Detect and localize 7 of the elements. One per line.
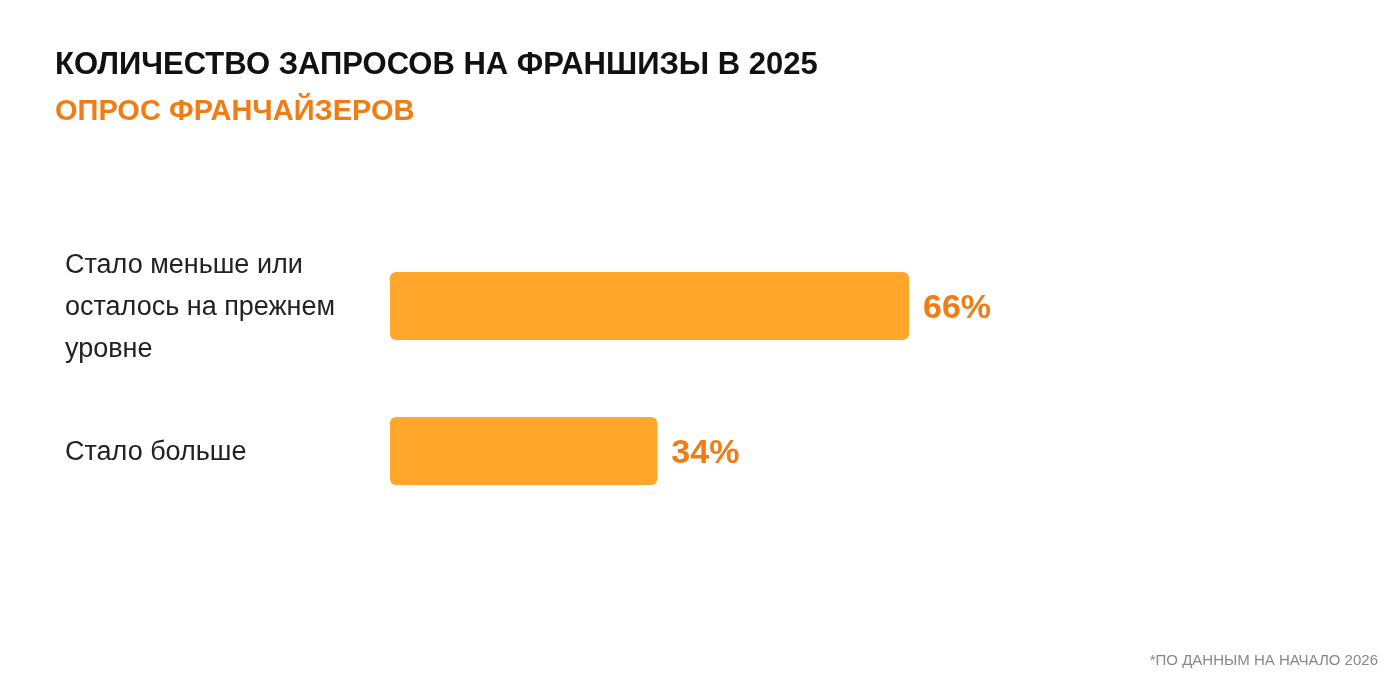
y-tick-label: Стало больше bbox=[65, 435, 247, 466]
chart-subtitle: ОПРОС ФРАНЧАЙЗЕРОВ bbox=[55, 94, 415, 127]
chart-title: КОЛИЧЕСТВО ЗАПРОСОВ НА ФРАНШИЗЫ В 2025 bbox=[55, 46, 818, 82]
data-label: 66% bbox=[923, 287, 992, 326]
text: *ПО ДАННЫМ НА НАЧАЛО 2026 bbox=[1149, 651, 1378, 668]
y-tick-label: Стало меньше или осталось на прежнем уровне bbox=[65, 248, 336, 363]
data-label: 34% bbox=[671, 432, 740, 471]
